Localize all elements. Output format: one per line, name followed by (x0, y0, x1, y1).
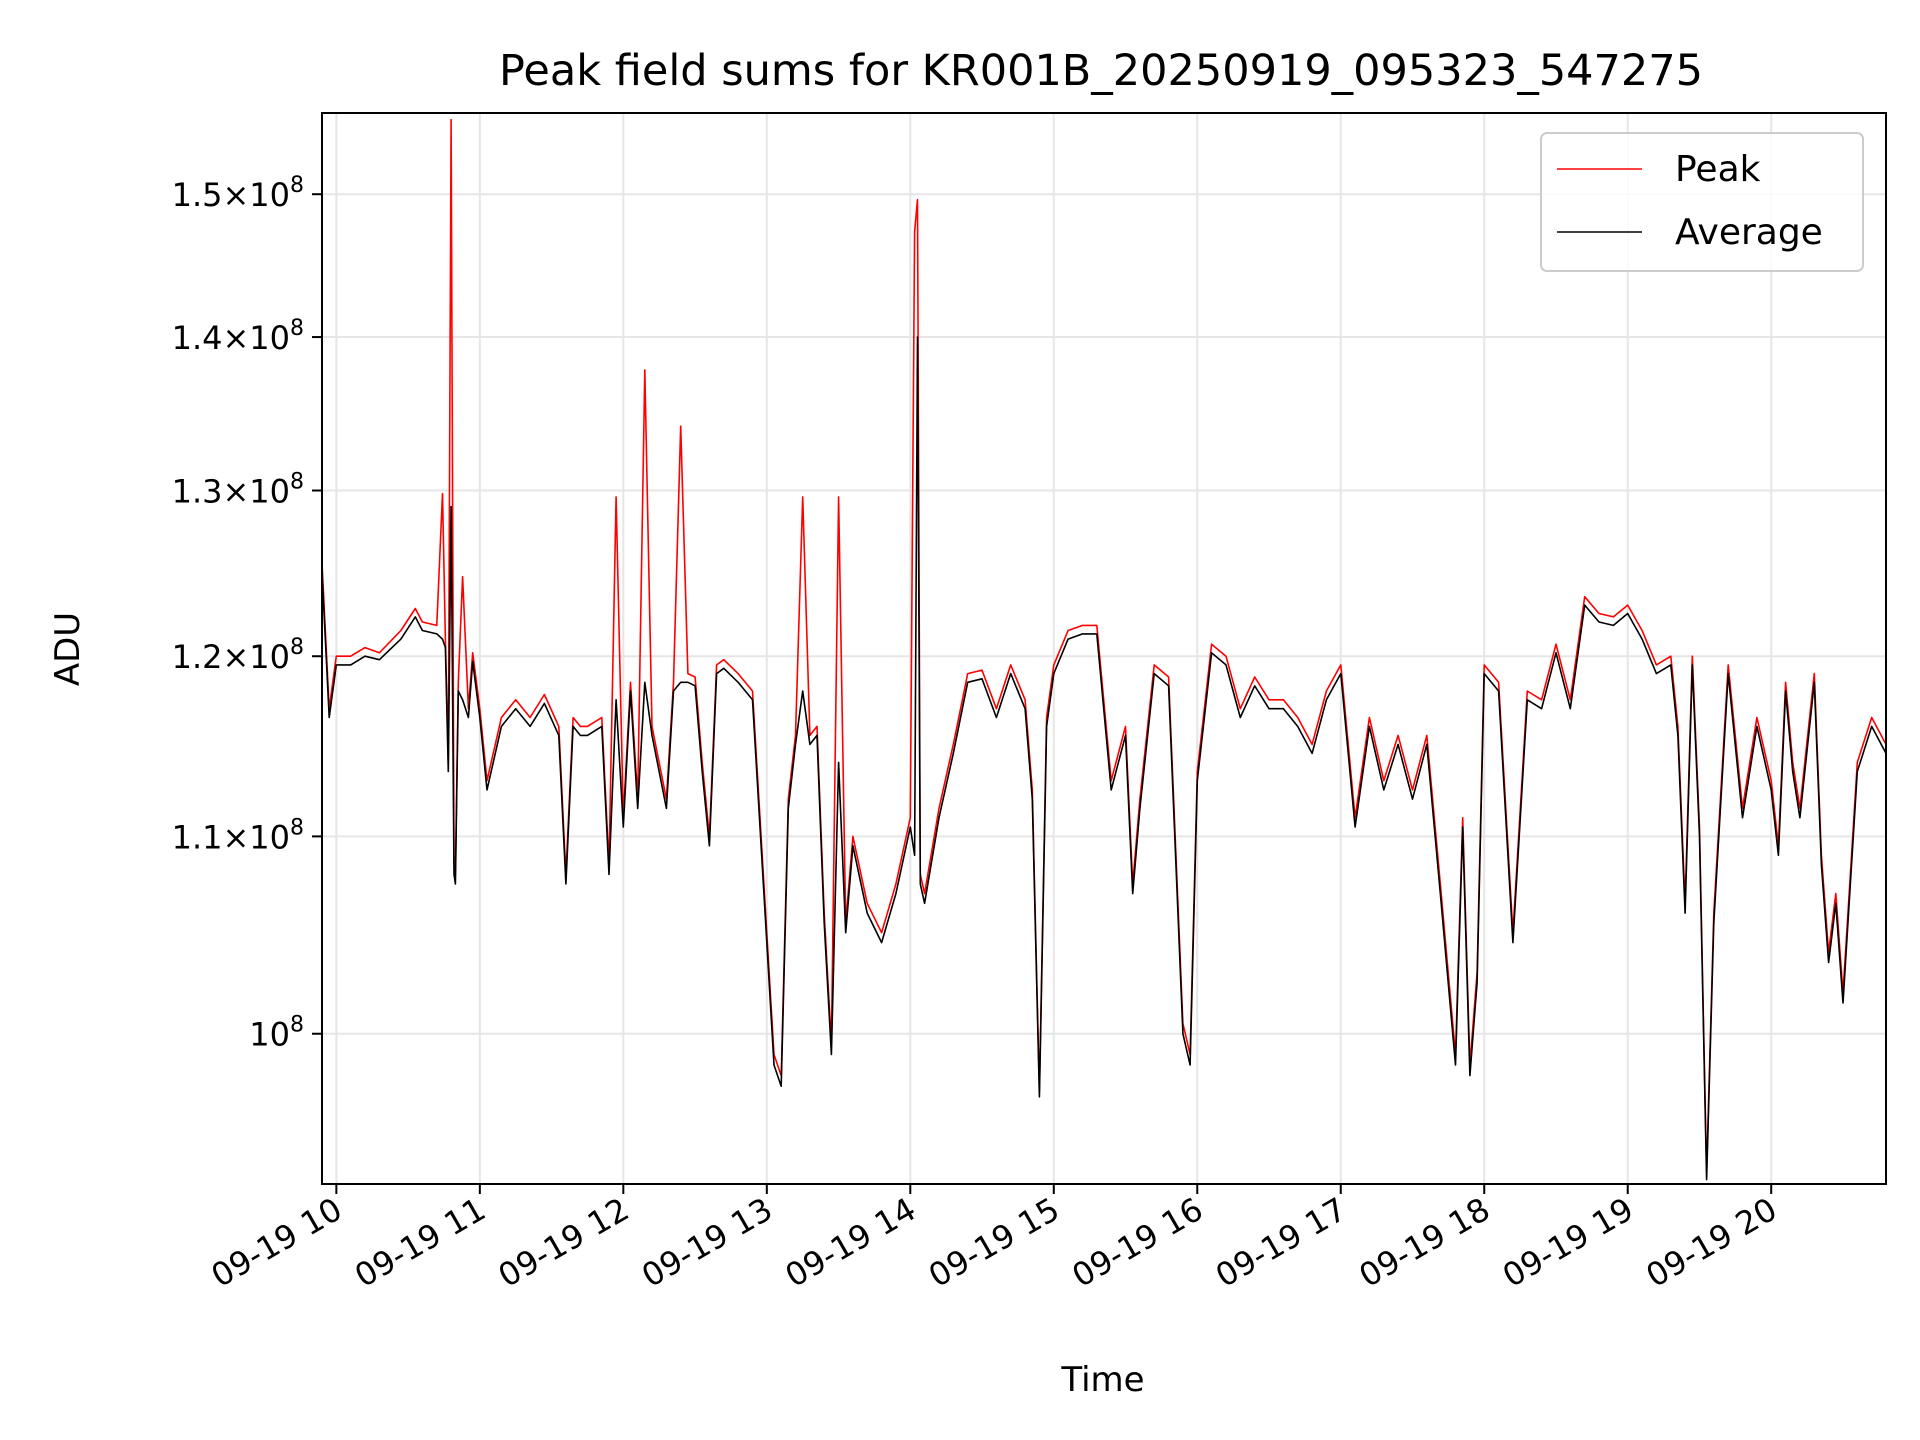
legend-box (1540, 132, 1864, 272)
chart-title: Peak field sums for KR001B_20250919_0953… (499, 46, 1703, 96)
y-tick-label: 1.5×108 (172, 173, 304, 214)
y-tick-label: 1.3×108 (172, 470, 304, 511)
series-line-average (321, 336, 1887, 1181)
y-tick-label: 1.2×108 (172, 635, 304, 676)
plot-series (321, 118, 1887, 1181)
x-axis-label: Time (1060, 1360, 1144, 1400)
legend: Peak Average (1540, 132, 1864, 272)
grid-lines (322, 113, 1886, 1184)
legend-peak-label: Peak (1675, 149, 1761, 190)
y-tick-label: 108 (249, 1013, 304, 1054)
y-axis-label: ADU (48, 612, 88, 686)
plot-frame (321, 112, 1887, 1185)
series-line-peak (321, 118, 1887, 1174)
y-tick-label: 1.1×108 (172, 815, 304, 856)
legend-average-label: Average (1675, 212, 1823, 253)
y-tick-label: 1.4×108 (172, 316, 304, 357)
